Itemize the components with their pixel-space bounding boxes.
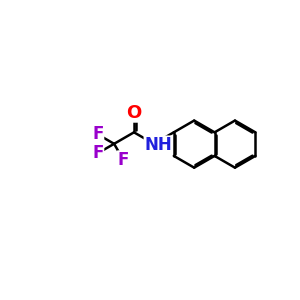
Text: F: F xyxy=(92,144,103,162)
Text: F: F xyxy=(92,125,103,143)
Text: F: F xyxy=(118,151,129,169)
Text: NH: NH xyxy=(144,136,172,154)
Text: O: O xyxy=(126,104,142,122)
